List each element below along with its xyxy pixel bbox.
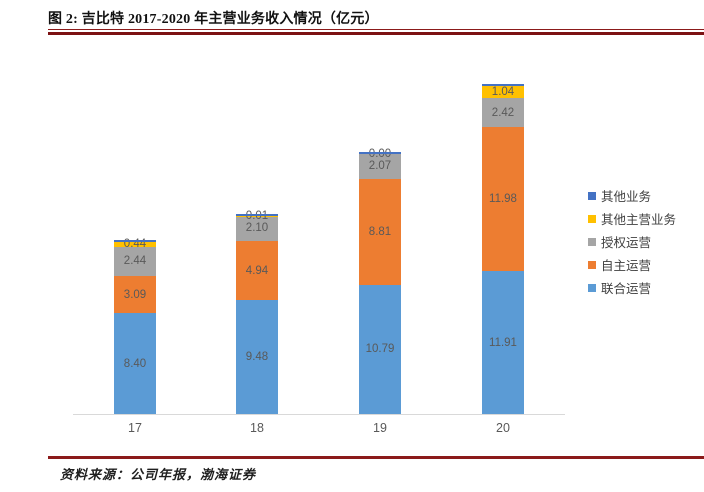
legend-label: 联合运营 <box>601 282 652 296</box>
segment-联合运营 <box>236 300 278 414</box>
segment-其他主营业务 <box>482 85 524 99</box>
figure-title: 图 2: 吉比特 2017-2020 年主营业务收入情况（亿元） <box>48 12 379 27</box>
segment-授权运营 <box>482 98 524 128</box>
segment-授权运营 <box>359 153 401 179</box>
legend-swatch-icon <box>588 237 596 246</box>
legend-label: 其他主营业务 <box>601 213 677 227</box>
title-rule-thin <box>48 29 704 30</box>
x-tick-label: 20 <box>496 421 510 435</box>
segment-授权运营 <box>236 215 278 241</box>
legend-swatch-icon <box>588 191 596 200</box>
segment-联合运营 <box>114 313 156 414</box>
legend-label: 其他业务 <box>601 190 652 204</box>
legend-item-授权运营: 授权运营 <box>588 230 676 253</box>
segment-授权运营 <box>114 246 156 277</box>
x-tick-label: 18 <box>250 421 264 435</box>
legend-swatch-icon <box>588 260 596 269</box>
legend-item-其他主营业务: 其他主营业务 <box>588 207 676 230</box>
plot-area: 8.40 3.09 2.44 0.44 17 9.48 4.94 2.10 0.01 18 10.7… <box>73 60 565 435</box>
segment-其他业务 <box>482 84 524 86</box>
source-rule <box>48 456 704 459</box>
legend-item-联合运营: 联合运营 <box>588 276 676 299</box>
legend-swatch-icon <box>588 283 596 292</box>
x-tick-label: 17 <box>128 421 142 435</box>
legend-item-其他业务: 其他业务 <box>588 184 676 207</box>
legend-label: 自主运营 <box>601 259 652 273</box>
chart-legend: 其他业务其他主营业务 授权运营自主运营联合运营 <box>588 184 676 299</box>
segment-联合运营 <box>359 284 401 414</box>
x-tick-label: 19 <box>373 421 387 435</box>
segment-自主运营 <box>236 240 278 301</box>
legend-label: 授权运营 <box>601 236 652 250</box>
segment-联合运营 <box>482 271 524 414</box>
segment-自主运营 <box>482 127 524 272</box>
legend-item-自主运营: 自主运营 <box>588 253 676 276</box>
segment-其他主营业务 <box>114 241 156 247</box>
segment-自主运营 <box>114 276 156 314</box>
segment-其他业务 <box>114 239 156 242</box>
source-note: 资料来源：公司年报，渤海证券 <box>60 467 257 482</box>
segment-自主运营 <box>359 178 401 285</box>
segment-其他业务 <box>359 152 401 154</box>
segment-其他业务 <box>236 213 278 216</box>
title-rule-thick <box>48 32 704 35</box>
legend-swatch-icon <box>588 214 596 223</box>
